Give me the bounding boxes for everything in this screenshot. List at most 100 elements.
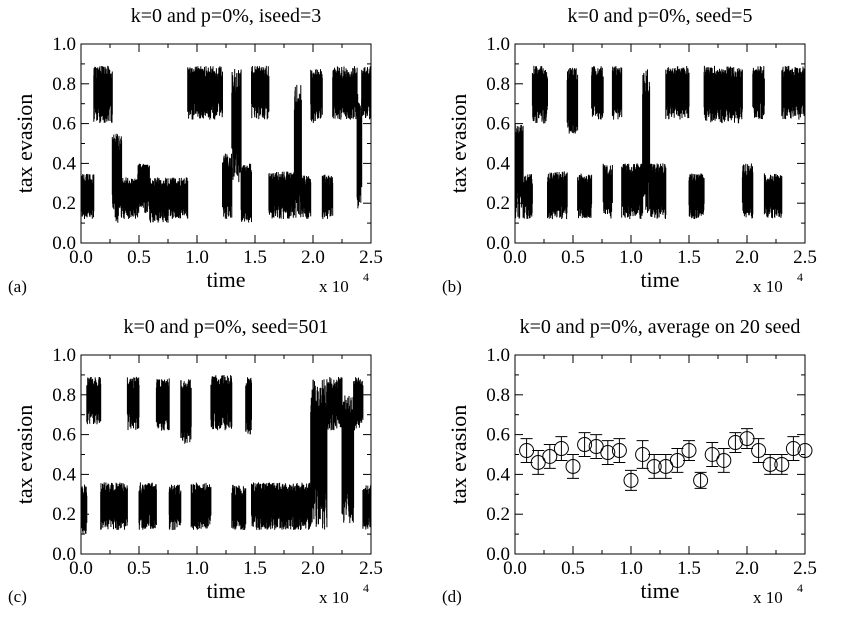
trace-segment-10	[231, 69, 242, 183]
data-point	[530, 454, 546, 470]
data-point	[611, 443, 627, 459]
data-point	[693, 472, 709, 488]
data-point	[716, 452, 732, 468]
data-point	[577, 437, 593, 453]
x-tick-label: 0.5	[561, 247, 585, 268]
y-axis-label: tax evasion	[446, 94, 471, 194]
trace-segment-11	[231, 484, 247, 530]
data-point	[751, 443, 767, 459]
chart-panel-4: k=0 and p=0%, average on 20 seed 0.0 0.2 0.…	[442, 316, 817, 607]
data-point	[785, 441, 801, 457]
trace-segment-5	[566, 67, 579, 134]
trace-segment-7	[168, 484, 182, 530]
error-bar	[567, 454, 579, 479]
trace-segment-16	[741, 163, 754, 219]
data-point	[623, 472, 639, 488]
x-axis-multiplier-exponent: 4	[797, 581, 803, 595]
trace-segment-13	[251, 482, 312, 530]
error-bar	[659, 454, 672, 479]
trace-segment-11	[642, 69, 651, 213]
error-bar	[706, 442, 719, 467]
trace-segment-3	[100, 482, 128, 530]
error-bar	[671, 448, 684, 473]
trace-segment-7	[167, 177, 189, 219]
data-series	[514, 65, 806, 220]
trace-segment-18	[332, 66, 358, 120]
trace-segment-10	[210, 375, 233, 431]
data-point	[658, 458, 674, 474]
y-tick-label: 0.0	[52, 233, 76, 254]
chart-title: k=0 and p=0%, seed=501	[124, 316, 329, 338]
trace-segment-20	[361, 66, 372, 120]
trace-segment-1	[80, 173, 95, 219]
x-axis-label: time	[640, 578, 679, 603]
panel-label: (a)	[8, 277, 27, 296]
trace-segment-15	[703, 65, 743, 124]
x-axis-multiplier-exponent: 4	[363, 581, 369, 595]
data-series	[519, 428, 813, 491]
trace-segment-5	[138, 482, 157, 530]
trace-segment-3	[111, 133, 123, 223]
chart-panel-1: k=0 and p=0%, iseed=3 0.0 0.2 0.4 0.6 0.8 1.0 0…	[8, 5, 383, 296]
data-series	[80, 375, 372, 534]
trace-segment-12	[251, 65, 270, 120]
y-tick-label: 0.4	[486, 153, 510, 174]
x-tick-label: 0.5	[127, 247, 151, 268]
error-bar	[787, 436, 800, 461]
y-tick-label: 0.2	[52, 193, 76, 214]
y-tick-label: 0.4	[486, 464, 510, 485]
x-axis-multiplier: x 10	[753, 588, 783, 607]
y-tick-label: 1.0	[486, 34, 510, 55]
y-tick-label: 0.2	[486, 504, 510, 525]
y-tick-label: 0.4	[52, 153, 76, 174]
x-tick-label: 1.0	[185, 247, 209, 268]
y-axis-label: tax evasion	[12, 94, 37, 194]
trace-segment-18	[362, 484, 372, 530]
trace-segment-13	[268, 171, 295, 219]
trace-segment-1	[80, 484, 88, 534]
trace-segment-4	[547, 171, 568, 220]
data-point	[542, 448, 558, 464]
x-tick-label: 0.0	[69, 558, 93, 579]
x-axis-multiplier-exponent: 4	[363, 270, 369, 284]
x-tick-label: 2.0	[735, 558, 759, 579]
trace-segment-13	[665, 66, 690, 120]
error-bar	[578, 432, 591, 457]
y-tick-label: 0.2	[52, 504, 76, 525]
trace-segment-19	[781, 65, 806, 120]
x-tick-label: 2.0	[301, 558, 325, 579]
y-tick-label: 1.0	[52, 34, 76, 55]
chart-panel-2: k=0 and p=0%, seed=5 0.0 0.2 0.4 0.6 0.8 1.0 0.…	[442, 5, 817, 296]
trace-segment-11	[240, 163, 252, 223]
trace-segment-2	[93, 65, 113, 123]
data-point	[565, 458, 581, 474]
error-bar	[648, 454, 661, 479]
trace-segment-2	[522, 174, 533, 219]
trace-segment-3	[531, 65, 548, 124]
trace-segment-17	[752, 66, 765, 120]
x-tick-label: 1.5	[243, 558, 267, 579]
data-series	[80, 65, 372, 223]
panel-label: (d)	[442, 587, 462, 606]
data-point	[588, 439, 604, 455]
trace-segment-2	[86, 377, 102, 425]
trace-segment-14	[688, 173, 705, 219]
trace-segment-17	[321, 174, 334, 220]
x-tick-label: 2.5	[359, 558, 383, 579]
data-point	[553, 441, 569, 457]
x-axis-label: time	[640, 267, 679, 292]
error-bar	[694, 471, 707, 489]
trace-segment-9	[190, 482, 212, 530]
y-tick-label: 1.0	[486, 345, 510, 366]
y-axis-label: tax evasion	[446, 405, 471, 505]
data-point	[774, 456, 790, 472]
x-tick-label: 0.5	[127, 558, 151, 579]
x-axis-multiplier: x 10	[753, 277, 783, 296]
data-point	[681, 443, 697, 459]
trace-segment-1	[514, 124, 524, 219]
chart-title: k=0 and p=0%, average on 20 seed	[520, 316, 801, 338]
x-tick-label: 1.0	[185, 558, 209, 579]
trace-segment-16	[310, 69, 323, 123]
trace-segment-9	[222, 153, 233, 219]
x-tick-label: 2.5	[359, 247, 383, 268]
